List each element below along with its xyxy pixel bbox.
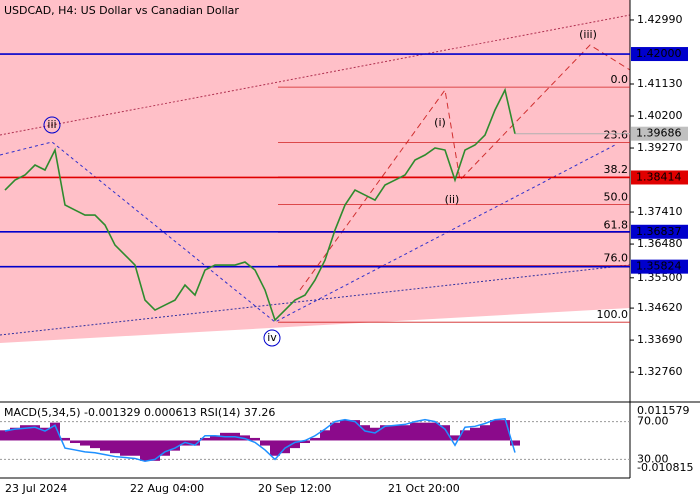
macd-bar xyxy=(150,440,160,461)
y-tick-label: 1.41130 xyxy=(637,77,683,90)
fib-label: 61.8 xyxy=(604,218,629,231)
indicator-title: MACD(5,34,5) -0.001329 0.000613 RSI(14) … xyxy=(4,406,275,419)
macd-bar xyxy=(360,425,370,441)
channel xyxy=(0,0,630,343)
macd-bar xyxy=(100,440,110,451)
macd-bar xyxy=(250,437,260,441)
macd-bar xyxy=(460,430,470,441)
wave-label: (ii) xyxy=(445,193,460,206)
macd-bar xyxy=(30,425,40,441)
macd-bar xyxy=(290,440,300,449)
level-label: 1.38414 xyxy=(636,170,682,183)
macd-bar xyxy=(390,425,400,441)
macd-bar xyxy=(400,425,410,441)
macd-bar xyxy=(440,425,450,441)
macd-bar xyxy=(500,420,510,441)
y-tick-label: 1.40200 xyxy=(637,109,683,122)
price-line xyxy=(4,87,516,322)
x-tick-label: 20 Sep 12:00 xyxy=(258,482,331,495)
macd-bar xyxy=(270,440,280,456)
chart-title: USDCAD, H4: US Dollar vs Canadian Dollar xyxy=(4,4,239,17)
wave-label: (iii) xyxy=(579,28,597,41)
macd-bar xyxy=(60,437,70,441)
macd-bar xyxy=(340,420,350,441)
fib-label: 76.0 xyxy=(604,251,629,264)
wave-line xyxy=(0,141,616,323)
macd-bar xyxy=(510,440,520,446)
y-tick-label: 1.39270 xyxy=(637,141,683,154)
macd-bar xyxy=(70,440,80,444)
wave-label: iii xyxy=(47,118,56,131)
rsi-tick-label: 70.00 xyxy=(637,415,669,428)
level-label: 1.42000 xyxy=(636,47,682,60)
y-tick-label: 1.37410 xyxy=(637,205,683,218)
macd-bar xyxy=(370,427,380,441)
level-box xyxy=(631,224,688,239)
level-box xyxy=(631,47,688,62)
current-price-box xyxy=(631,126,688,141)
fib-label: 0.0 xyxy=(611,73,629,86)
macd-bar xyxy=(310,437,320,441)
fib-label: 100.0 xyxy=(597,308,629,321)
macd-bar xyxy=(470,427,480,441)
macd-bar xyxy=(430,422,440,441)
x-tick-label: 22 Aug 04:00 xyxy=(130,482,204,495)
y-tick-label: 1.34620 xyxy=(637,301,683,314)
macd-bar xyxy=(380,425,390,441)
channel-line xyxy=(0,14,631,136)
macd-bar xyxy=(350,420,360,441)
macd-bar xyxy=(210,435,220,441)
macd-bar xyxy=(50,422,60,441)
macd-bar xyxy=(160,440,170,456)
macd-bar xyxy=(480,425,490,441)
macd-bar xyxy=(40,427,50,441)
y-tick-label: 1.33690 xyxy=(637,333,683,346)
macd-bar xyxy=(130,440,140,456)
macd-bar xyxy=(200,437,210,441)
wave-circle xyxy=(43,116,61,134)
macd-bar xyxy=(120,440,130,456)
level-label: 1.35824 xyxy=(636,260,682,273)
current-price-label: 1.39686 xyxy=(636,127,682,140)
level-box xyxy=(631,259,688,274)
macd-bar xyxy=(90,440,100,449)
macd-bar xyxy=(450,435,460,441)
rsi-line xyxy=(4,417,516,463)
macd-bar xyxy=(300,440,310,444)
y-tick-label: 1.42990 xyxy=(637,13,683,26)
x-tick-label: 23 Jul 2024 xyxy=(5,482,67,495)
macd-bar xyxy=(190,440,200,446)
wave-label: (i) xyxy=(434,116,446,129)
macd-tick-label: -0.010815 xyxy=(637,461,693,474)
macd-bar xyxy=(110,440,120,454)
x-tick-label: 21 Oct 20:00 xyxy=(388,482,460,495)
macd-bar xyxy=(490,420,500,441)
y-tick-label: 1.32760 xyxy=(637,365,683,378)
level-label: 1.36837 xyxy=(636,225,682,238)
wave-label: iv xyxy=(267,331,277,344)
macd-bar xyxy=(80,440,90,446)
macd-bar xyxy=(320,430,330,441)
fib-label: 23.6 xyxy=(604,129,629,142)
macd-bar xyxy=(330,422,340,441)
macd-bar xyxy=(260,440,270,446)
trend-line xyxy=(0,264,631,336)
macd-bar xyxy=(10,427,20,441)
wave-circle xyxy=(263,329,281,347)
rsi-tick-label: 30.00 xyxy=(637,452,669,465)
macd-bar xyxy=(410,422,420,441)
fib-label: 38.2 xyxy=(604,163,629,176)
macd-bar xyxy=(140,440,150,461)
macd-tick-label: 0.011579 xyxy=(637,404,690,417)
level-box xyxy=(631,170,688,185)
y-tick-label: 1.36480 xyxy=(637,237,683,250)
fib-label: 50.0 xyxy=(604,190,629,203)
macd-bar xyxy=(0,430,10,441)
macd-bar xyxy=(170,440,180,451)
macd-bar xyxy=(280,440,290,454)
macd-bar xyxy=(420,422,430,441)
macd-bar xyxy=(20,425,30,441)
y-tick-label: 1.35500 xyxy=(637,271,683,284)
